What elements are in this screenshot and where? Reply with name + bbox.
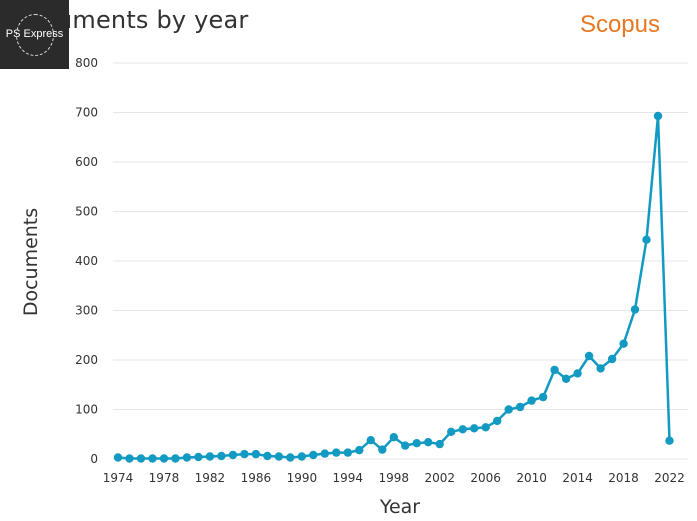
data-point[interactable] xyxy=(665,436,674,445)
data-point[interactable] xyxy=(447,427,456,436)
data-point[interactable] xyxy=(297,452,306,461)
x-tick-label: 2014 xyxy=(562,471,593,485)
y-tick-label: 100 xyxy=(75,403,98,417)
data-point[interactable] xyxy=(263,451,272,461)
data-point[interactable] xyxy=(538,392,548,402)
data-point[interactable] xyxy=(561,374,571,383)
data-point[interactable] xyxy=(435,439,444,449)
data-point[interactable] xyxy=(228,450,238,460)
data-point[interactable] xyxy=(412,439,421,448)
data-point[interactable] xyxy=(332,448,341,457)
y-tick-label: 300 xyxy=(75,304,98,318)
data-point[interactable] xyxy=(240,449,249,459)
x-tick-label: 1994 xyxy=(333,471,364,485)
x-tick-label: 2002 xyxy=(424,471,455,485)
data-point[interactable] xyxy=(171,454,180,463)
data-point[interactable] xyxy=(584,351,594,361)
watermark-ring-icon xyxy=(16,14,54,56)
data-point[interactable] xyxy=(642,235,651,244)
data-point[interactable] xyxy=(343,448,352,457)
x-tick-label: 1982 xyxy=(195,471,226,485)
x-tick-label: 2022 xyxy=(654,471,685,485)
data-point[interactable] xyxy=(504,405,513,414)
data-point[interactable] xyxy=(653,111,663,121)
data-point[interactable] xyxy=(527,396,536,405)
data-point[interactable] xyxy=(481,423,490,432)
data-point[interactable] xyxy=(470,424,479,433)
gridlines xyxy=(113,62,688,460)
watermark-text: PS Express xyxy=(5,28,64,40)
x-tick-label: 1978 xyxy=(149,471,180,485)
data-point[interactable] xyxy=(148,454,157,463)
data-point[interactable] xyxy=(309,450,318,460)
y-axis-title: Documents xyxy=(20,208,42,316)
data-point[interactable] xyxy=(205,452,215,461)
y-tick-label: 600 xyxy=(75,155,98,169)
x-tick-label: 2018 xyxy=(608,471,639,485)
y-tick-label: 200 xyxy=(75,353,98,367)
series-documents xyxy=(113,111,674,463)
x-tick-label: 1990 xyxy=(287,471,318,485)
data-point[interactable] xyxy=(366,436,375,445)
data-point[interactable] xyxy=(194,452,203,462)
data-point[interactable] xyxy=(550,365,559,375)
y-tick-label: 800 xyxy=(75,56,98,70)
data-point[interactable] xyxy=(424,438,433,447)
data-point[interactable] xyxy=(389,433,398,442)
data-point[interactable] xyxy=(458,425,467,434)
data-point[interactable] xyxy=(401,441,410,450)
x-tick-label: 1974 xyxy=(103,471,134,485)
x-tick-label: 2010 xyxy=(516,471,547,485)
y-tick-label: 500 xyxy=(75,205,98,219)
data-point[interactable] xyxy=(125,454,134,463)
scopus-logo: Scopus xyxy=(579,11,660,38)
x-axis-ticks: 1974 1978 1982 1986 1990 1994 1998 2002 2006 2010… xyxy=(103,471,685,485)
data-point[interactable] xyxy=(286,453,295,462)
data-point[interactable] xyxy=(136,454,146,463)
data-point[interactable] xyxy=(596,364,605,373)
data-point[interactable] xyxy=(619,339,628,348)
x-tick-label: 1986 xyxy=(241,471,272,485)
y-tick-label: 400 xyxy=(75,254,98,268)
x-tick-label: 2006 xyxy=(470,471,501,485)
data-point[interactable] xyxy=(251,449,261,459)
data-point[interactable] xyxy=(159,454,169,463)
data-point[interactable] xyxy=(113,453,123,462)
data-point[interactable] xyxy=(493,416,502,426)
x-axis-title: Year xyxy=(379,496,420,518)
y-axis-ticks: 0 100 200 300 400 500 600 700 800 xyxy=(75,56,98,466)
data-point[interactable] xyxy=(217,451,226,461)
data-point[interactable] xyxy=(274,452,284,461)
data-point[interactable] xyxy=(378,445,387,454)
data-point[interactable] xyxy=(320,449,329,458)
x-tick-label: 1998 xyxy=(378,471,409,485)
data-point[interactable] xyxy=(355,445,364,455)
series-line xyxy=(117,114,671,460)
y-tick-label: 700 xyxy=(75,106,98,120)
data-point[interactable] xyxy=(630,305,640,314)
y-tick-label: 0 xyxy=(90,452,98,466)
data-point[interactable] xyxy=(182,453,192,462)
data-point[interactable] xyxy=(515,402,525,412)
data-point[interactable] xyxy=(573,369,582,378)
data-point[interactable] xyxy=(607,354,617,364)
watermark-badge: PS Express xyxy=(0,0,69,69)
